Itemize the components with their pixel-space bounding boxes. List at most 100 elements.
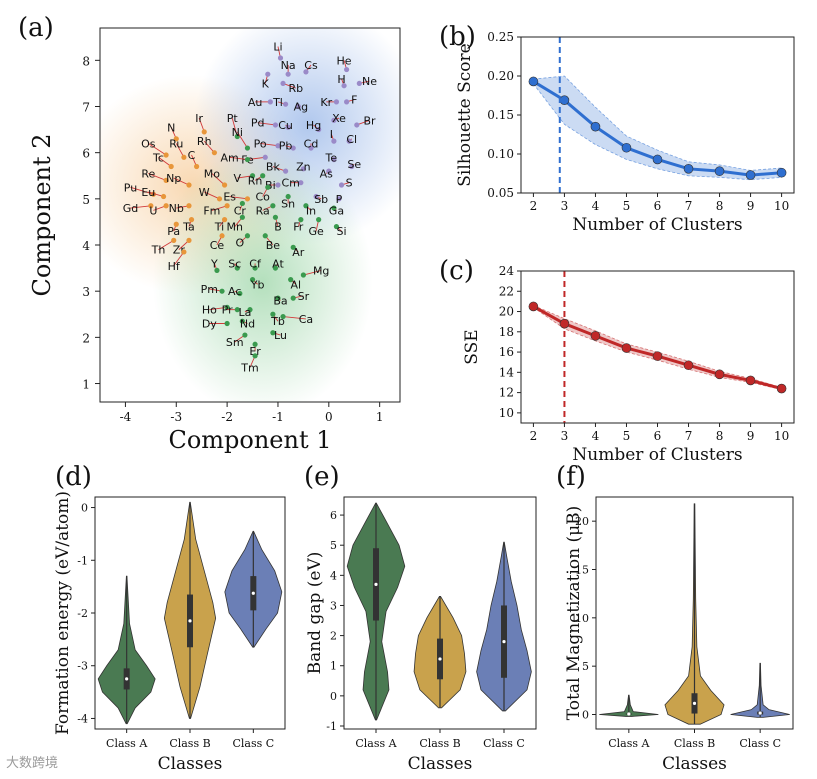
data-point (331, 138, 337, 144)
element-label: S (346, 177, 353, 190)
data-point (201, 129, 207, 135)
confidence-band (533, 304, 782, 391)
leader-line (211, 205, 228, 211)
panel-e-label: (e) (304, 462, 340, 492)
data-point (252, 265, 258, 271)
element-label: Gd (123, 202, 139, 215)
element-label: Re (141, 167, 155, 180)
element-label: Ac (228, 285, 241, 298)
element-label: Y (210, 257, 218, 270)
plot-frame-a (99, 27, 401, 403)
series-marker (528, 301, 539, 312)
y-axis-title: Band gap (eV) (305, 552, 325, 675)
x-tick-label: 6 (654, 199, 662, 213)
element-label: Fm (203, 204, 220, 217)
leader-line (175, 143, 185, 158)
data-point (221, 217, 228, 223)
element-label: Ar (292, 246, 305, 259)
y-tick-label: -2 (77, 607, 88, 620)
data-point (239, 214, 245, 220)
panel-c-frame (520, 270, 795, 424)
leader-line (211, 173, 225, 186)
data-point (290, 295, 296, 301)
data-point (265, 184, 271, 190)
panel-e: (e) Class A Class B Class C -1 0 1 2 3 4 5 6 Classes… (304, 462, 537, 774)
y-tick-label: 4 (330, 569, 337, 582)
violin-median (758, 711, 762, 715)
element-label: Ra (256, 204, 270, 217)
y-tick-label: 10 (499, 406, 514, 420)
panel-d: (d) Class A Class B Class C 0 -1 -2 -3 -4 Classes… (53, 462, 286, 774)
y-axis-title-a: Component 2 (28, 133, 56, 296)
element-label: Cl (346, 133, 357, 146)
y-tick-label: 5 (582, 660, 589, 673)
y-tick-label-a: 8 (82, 54, 90, 68)
element-label: Ir (195, 112, 203, 125)
data-point (181, 154, 187, 160)
element-label: Pm (201, 283, 218, 296)
element-label: Nb (169, 202, 184, 215)
data-point (252, 353, 258, 359)
element-label: Tm (240, 361, 258, 374)
leader-line (158, 156, 172, 167)
data-point (194, 163, 200, 170)
data-point (331, 117, 337, 123)
data-point (163, 152, 169, 158)
y-tick-label: 14 (499, 365, 515, 379)
violin-median (692, 701, 697, 705)
element-label: Br (363, 114, 376, 127)
x-tick-label: 3 (561, 199, 569, 213)
element-label: Po (254, 137, 267, 150)
element-label: Lu (274, 329, 287, 342)
data-point (300, 272, 306, 278)
x-axis-title: Number of Clusters (572, 445, 742, 465)
y-tick-label: 20 (499, 305, 514, 319)
data-point (270, 330, 276, 336)
element-label: Hf (168, 260, 181, 273)
x-tick-label-a: -2 (221, 410, 233, 424)
leader-line (148, 143, 167, 156)
y-tick-label: 0.10 (487, 147, 514, 161)
series-line (532, 305, 782, 390)
data-point (280, 313, 286, 320)
y-axis-title: Total Magnetization (μB) (564, 506, 584, 721)
element-label: La (238, 306, 251, 319)
element-label: As (320, 167, 334, 180)
data-point (163, 177, 169, 183)
x-tick-label: Class B (674, 737, 715, 750)
y-tick-label: -1 (326, 720, 337, 733)
y-tick-label-a: 2 (82, 331, 90, 345)
series-marker (559, 95, 570, 105)
data-point (244, 145, 251, 151)
element-label: Np (166, 172, 181, 185)
element-label: Ag (294, 100, 309, 113)
element-label: Mg (313, 264, 329, 277)
data-point (282, 101, 289, 107)
data-point (186, 237, 192, 243)
y-tick-label: 0.05 (487, 186, 514, 200)
data-point (303, 203, 309, 209)
y-tick-label: 22 (499, 284, 514, 298)
y-axis-title: Formation energy (eV/atom) (53, 491, 73, 735)
element-label: Fr (293, 221, 304, 234)
element-label: Be (266, 239, 281, 252)
x-axis-title: Classes (408, 754, 473, 774)
x-tick-label-a: 1 (376, 410, 384, 424)
leader-line (247, 156, 266, 161)
data-point (288, 277, 294, 283)
element-label: Nd (240, 318, 255, 331)
leader-line (283, 316, 306, 320)
x-axis-title: Number of Clusters (572, 215, 742, 235)
data-point (173, 136, 179, 142)
x-tick-label: 10 (774, 429, 789, 443)
data-point (277, 55, 284, 61)
element-label: Cr (234, 204, 247, 217)
data-point (224, 320, 230, 327)
element-label: Pr (222, 304, 233, 317)
x-tick-label: 3 (561, 429, 569, 443)
series-marker (714, 369, 725, 380)
element-label: K (262, 77, 270, 90)
data-point (239, 200, 245, 207)
panel-e-frame (343, 496, 537, 730)
